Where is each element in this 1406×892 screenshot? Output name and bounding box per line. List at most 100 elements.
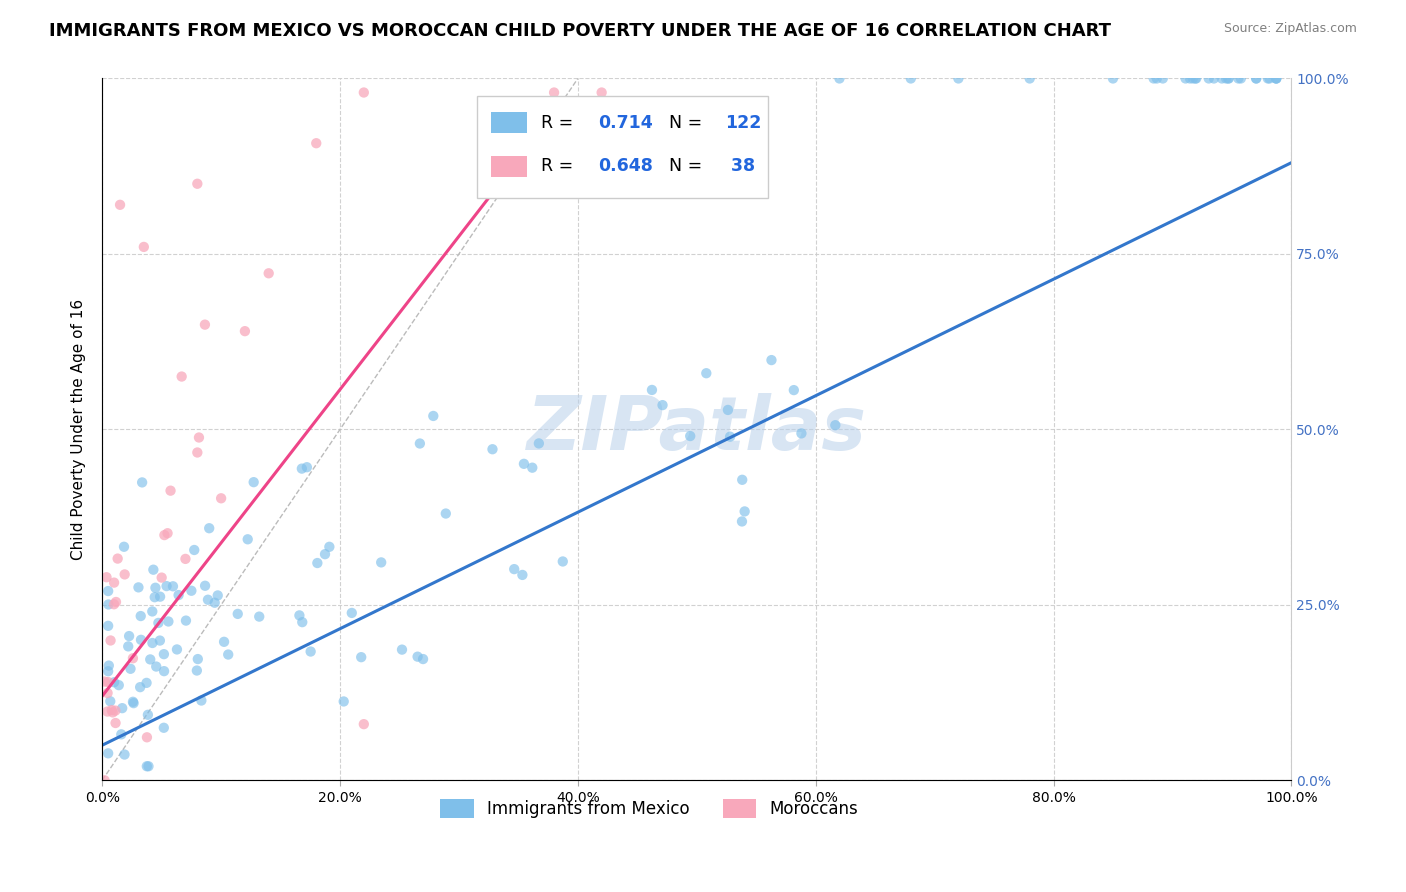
Point: [1258, 71, 1281, 86]
Point: [157, 615, 180, 629]
Point: [197, 592, 219, 607]
Point: [186, 177, 208, 191]
Point: [212, 635, 235, 649]
Point: [143, 591, 166, 605]
Point: [122, 695, 145, 709]
Point: [153, 721, 176, 735]
Point: [543, 86, 565, 100]
Point: [129, 632, 152, 647]
Point: [257, 266, 280, 280]
Point: [209, 491, 232, 506]
Point: [434, 507, 457, 521]
Point: [104, 595, 127, 609]
Point: [187, 652, 209, 666]
Point: [97, 747, 120, 761]
Point: [226, 607, 249, 621]
Point: [129, 609, 152, 624]
Y-axis label: Child Poverty Under the Age of 16: Child Poverty Under the Age of 16: [72, 299, 86, 560]
Point: [783, 383, 806, 397]
Point: [233, 324, 256, 338]
FancyBboxPatch shape: [477, 96, 768, 198]
Point: [828, 71, 851, 86]
Point: [98, 694, 121, 708]
Point: [717, 403, 740, 417]
Point: [138, 759, 160, 773]
Point: [159, 483, 181, 498]
Text: 122: 122: [725, 113, 762, 132]
Point: [217, 648, 239, 662]
Point: [1244, 71, 1267, 86]
Point: [108, 198, 131, 212]
Point: [135, 759, 157, 773]
Point: [120, 662, 142, 676]
Point: [1265, 71, 1288, 86]
FancyBboxPatch shape: [491, 156, 527, 177]
Point: [1174, 71, 1197, 86]
Point: [204, 596, 226, 610]
Point: [1102, 71, 1125, 86]
Point: [149, 633, 172, 648]
Point: [551, 554, 574, 568]
Point: [1018, 71, 1040, 86]
Point: [512, 568, 534, 582]
Point: [1198, 71, 1220, 86]
Point: [118, 629, 141, 643]
Point: [129, 680, 152, 694]
Point: [761, 353, 783, 368]
Point: [114, 747, 136, 762]
Point: [1215, 71, 1237, 86]
Point: [155, 579, 177, 593]
Point: [1227, 71, 1250, 86]
Point: [1152, 71, 1174, 86]
Point: [194, 579, 217, 593]
Point: [153, 528, 176, 542]
Point: [135, 676, 157, 690]
Point: [97, 675, 120, 690]
Point: [167, 588, 190, 602]
Point: [110, 727, 132, 741]
Point: [900, 71, 922, 86]
Point: [1146, 71, 1168, 86]
Point: [114, 567, 136, 582]
Point: [236, 533, 259, 547]
Point: [107, 551, 129, 566]
Text: IMMIGRANTS FROM MEXICO VS MOROCCAN CHILD POVERTY UNDER THE AGE OF 16 CORRELATION: IMMIGRANTS FROM MEXICO VS MOROCCAN CHILD…: [49, 22, 1111, 40]
Point: [522, 460, 544, 475]
Point: [93, 773, 115, 788]
Point: [170, 369, 193, 384]
Point: [332, 694, 354, 708]
Point: [153, 647, 176, 661]
Point: [100, 633, 122, 648]
Point: [198, 521, 221, 535]
Point: [790, 426, 813, 441]
FancyBboxPatch shape: [491, 112, 527, 133]
Point: [291, 461, 314, 475]
Point: [122, 651, 145, 665]
Point: [97, 584, 120, 599]
Point: [651, 398, 673, 412]
Point: [136, 731, 159, 745]
Point: [142, 563, 165, 577]
Point: [180, 583, 202, 598]
Point: [97, 658, 120, 673]
Point: [318, 540, 340, 554]
Point: [242, 475, 264, 490]
Point: [731, 473, 754, 487]
Point: [93, 674, 115, 689]
Point: [150, 571, 173, 585]
Point: [1265, 71, 1288, 86]
Point: [291, 615, 314, 629]
Point: [412, 652, 434, 666]
Point: [207, 589, 229, 603]
Point: [97, 619, 120, 633]
Point: [186, 664, 208, 678]
Point: [141, 604, 163, 618]
Legend: Immigrants from Mexico, Moroccans: Immigrants from Mexico, Moroccans: [433, 792, 865, 824]
Point: [679, 429, 702, 443]
Point: [166, 642, 188, 657]
Point: [1211, 71, 1233, 86]
Point: [305, 136, 328, 151]
Point: [103, 675, 125, 690]
Point: [188, 430, 211, 444]
Point: [122, 696, 145, 710]
